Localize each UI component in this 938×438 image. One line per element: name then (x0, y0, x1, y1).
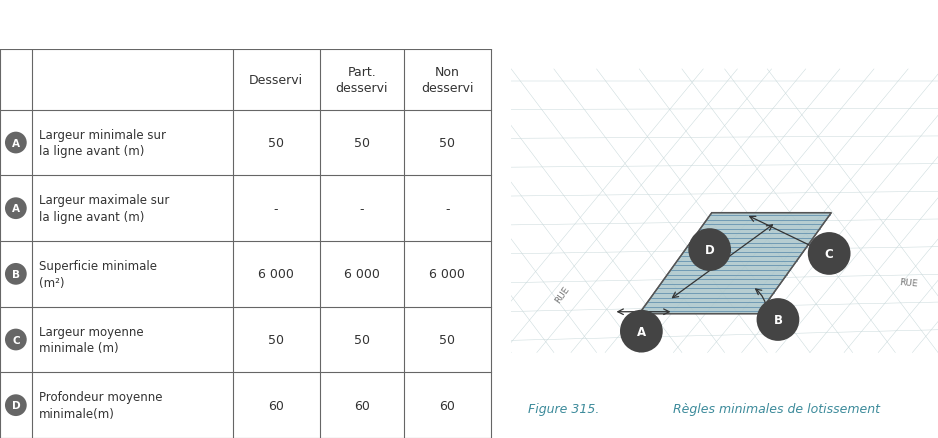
Text: A: A (637, 325, 646, 338)
Text: RUE: RUE (553, 285, 571, 305)
Text: 50: 50 (354, 333, 370, 346)
Text: C: C (12, 335, 20, 345)
Text: 60: 60 (439, 399, 455, 412)
Text: D: D (704, 244, 715, 257)
Text: Part.
desservi: Part. desservi (336, 66, 388, 95)
Text: Desservi: Desservi (249, 74, 303, 87)
Text: C: C (825, 247, 834, 260)
Text: 50: 50 (439, 333, 455, 346)
Ellipse shape (5, 132, 26, 154)
Text: Figure 315.: Figure 315. (528, 403, 599, 415)
Text: Largeur minimale sur
la ligne avant (m): Largeur minimale sur la ligne avant (m) (39, 128, 166, 158)
Text: 50: 50 (439, 137, 455, 150)
Ellipse shape (757, 298, 799, 341)
Text: RUE: RUE (899, 278, 917, 288)
Text: 6 000: 6 000 (343, 268, 380, 281)
Text: 60: 60 (354, 399, 370, 412)
Text: Tableau 214    Lotissement: Tableau 214 Lotissement (11, 19, 263, 37)
Polygon shape (639, 213, 831, 314)
Text: Superficie minimale
(m²): Superficie minimale (m²) (39, 259, 158, 289)
Text: Largeur maximale sur
la ligne avant (m): Largeur maximale sur la ligne avant (m) (39, 194, 170, 223)
Text: A: A (12, 204, 20, 214)
Text: A: A (12, 138, 20, 148)
Ellipse shape (808, 233, 851, 275)
Text: -: - (359, 202, 364, 215)
Text: -: - (445, 202, 449, 215)
Ellipse shape (5, 263, 26, 285)
Text: B: B (774, 313, 782, 326)
Ellipse shape (620, 310, 663, 353)
Text: 50: 50 (268, 333, 284, 346)
Text: 6 000: 6 000 (430, 268, 465, 281)
Text: -: - (274, 202, 279, 215)
Ellipse shape (688, 229, 731, 271)
Text: 60: 60 (268, 399, 284, 412)
Text: Non
desservi: Non desservi (421, 66, 474, 95)
Text: 6 000: 6 000 (258, 268, 294, 281)
Text: Règles minimales de lotissement: Règles minimales de lotissement (673, 403, 881, 415)
Text: Largeur moyenne
minimale (m): Largeur moyenne minimale (m) (39, 325, 144, 354)
Text: 50: 50 (354, 137, 370, 150)
Text: 50: 50 (268, 137, 284, 150)
Text: Profondeur moyenne
minimale(m): Profondeur moyenne minimale(m) (39, 391, 163, 420)
Ellipse shape (5, 329, 26, 350)
Ellipse shape (5, 394, 26, 416)
Ellipse shape (5, 198, 26, 219)
Text: B: B (12, 269, 20, 279)
Text: D: D (11, 400, 20, 410)
